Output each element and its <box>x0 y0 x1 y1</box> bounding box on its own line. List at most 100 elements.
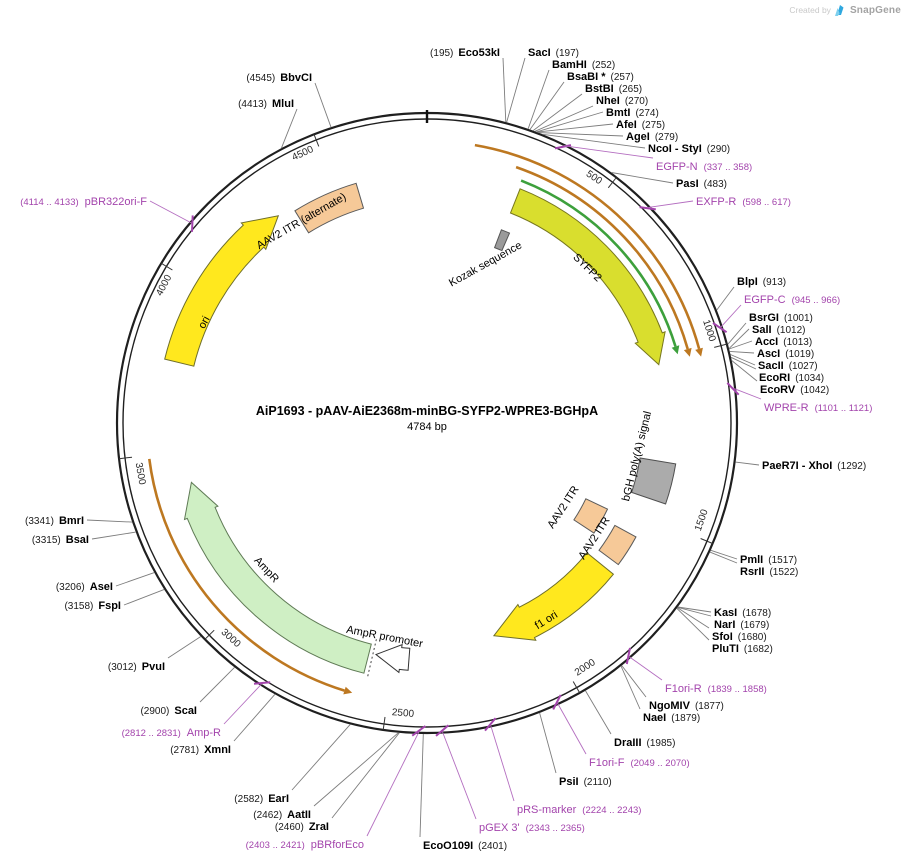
site-leader-xmni <box>233 694 276 742</box>
site-label-pasi: PasI (483) <box>676 178 727 190</box>
site-leader-blpi <box>716 286 735 311</box>
site-leader-sfoi <box>677 607 710 629</box>
primer-mark-exfp-r <box>639 206 656 211</box>
primer-label-f1ori-f: F1ori-F (2049 .. 2070) <box>589 757 690 769</box>
site-leader-bamhi <box>527 69 550 130</box>
primer-mark-amp-r <box>253 681 271 685</box>
site-leader-scai <box>199 666 235 703</box>
site-leader-bmri <box>86 519 133 523</box>
site-leader-bbvci <box>314 82 332 128</box>
feature-ampr-arc <box>148 458 345 692</box>
feature-ori <box>164 215 280 367</box>
site-label-naei: NaeI (1879) <box>643 712 700 724</box>
site-label-ecoo109i: EcoO109I (2401) <box>423 840 507 852</box>
site-label-scai: (2900) ScaI <box>140 705 197 717</box>
feature-label-ori: ori <box>196 314 212 330</box>
site-label-sfoi: SfoI (1680) <box>712 631 767 643</box>
site-leader-psii <box>539 712 557 774</box>
primer-mark-prs-marker <box>484 717 497 732</box>
site-label-ecorv: EcoRV (1042) <box>760 384 829 396</box>
feature-kozak <box>493 229 511 252</box>
feature-cds-arc-arrowhead <box>671 345 680 355</box>
tick-mark-3500 <box>119 456 133 460</box>
feature-label-kozak: Kozak sequence <box>447 239 524 289</box>
site-label-asei: (3206) AseI <box>56 581 113 593</box>
site-leader-bsrgi <box>727 322 747 345</box>
site-leader-ecori <box>730 356 757 370</box>
tick-mark-3000 <box>204 629 215 640</box>
plasmid-length: 4784 bp <box>407 421 447 433</box>
site-leader-ecorv <box>731 360 758 382</box>
tick-label-4500: 4500 <box>290 144 315 164</box>
site-label-afei: AfeI (275) <box>616 119 665 131</box>
tick-mark-4000 <box>161 262 173 271</box>
primer-leader-amp-r <box>223 683 262 725</box>
primer-leader-pgex-3 <box>441 731 477 820</box>
site-label-acci: AccI (1013) <box>755 336 812 348</box>
site-leader-asei <box>115 572 155 587</box>
site-leader-afei <box>536 123 614 133</box>
site-label-pvui: (3012) PvuI <box>108 661 165 673</box>
site-label-agei: AgeI (279) <box>626 131 678 143</box>
feature-ampr-promoter <box>374 643 411 674</box>
tick-mark-500 <box>607 177 617 189</box>
primer-mark-egfp-c <box>712 322 728 334</box>
site-leader-asci <box>729 350 755 354</box>
site-label-eco53ki: (195) Eco53kI <box>430 47 500 59</box>
feature-aav2-itr-2 <box>598 524 637 566</box>
primer-label-prs-marker: pRS-marker (2224 .. 2243) <box>517 804 641 816</box>
feature-bgh-polya <box>630 457 677 505</box>
feature-ampr <box>183 481 372 674</box>
site-label-bsai: (3315) BsaI <box>32 534 89 546</box>
site-leader-bsai <box>91 531 136 540</box>
primer-leader-egfp-n <box>563 145 654 159</box>
primer-leader-pbr322ori-f <box>149 200 192 224</box>
site-label-nhei: NheI (270) <box>596 95 648 107</box>
site-leader-aatii <box>313 732 399 807</box>
site-label-eari: (2582) EarI <box>234 793 289 805</box>
watermark-prefix: Created by <box>789 5 831 15</box>
site-leader-naei <box>620 665 641 710</box>
site-label-blpi: BlpI (913) <box>737 276 786 288</box>
site-label-saci: SacI (197) <box>528 47 579 59</box>
site-label-bbvci: (4545) BbvCI <box>246 72 312 84</box>
site-label-asci: AscI (1019) <box>757 348 814 360</box>
site-leader-bstbi <box>532 93 583 131</box>
primer-mark-egfp-n <box>554 144 572 150</box>
site-leader-sali <box>728 328 750 349</box>
primer-label-pgex-3: pGEX 3' (2343 .. 2365) <box>479 822 585 834</box>
site-label-bmri: (3341) BmrI <box>25 515 84 527</box>
feature-cassette-arc-inner <box>515 165 689 350</box>
site-label-sali: SalI (1012) <box>752 324 805 336</box>
site-leader-ncoi-styi <box>542 133 646 149</box>
primer-leader-f1ori-f <box>557 702 587 755</box>
site-label-bamhi: BamHI (252) <box>552 59 615 71</box>
primer-label-egfp-n: EGFP-N (337 .. 358) <box>656 161 752 173</box>
primer-mark-pbr322ori-f <box>191 215 194 232</box>
primer-leader-f1ori-r <box>628 656 663 681</box>
tick-mark-1000 <box>714 343 727 348</box>
site-label-mlui: (4413) MluI <box>238 98 294 110</box>
site-label-ncoi-styi: NcoI - StyI (290) <box>648 143 730 155</box>
primer-leader-exfp-r <box>648 200 694 208</box>
feature-aav2-itr-1 <box>573 498 609 534</box>
site-leader-eari <box>291 724 351 791</box>
site-leader-nari <box>677 606 712 617</box>
site-leader-nhei <box>534 105 594 132</box>
site-label-sacii: SacII (1027) <box>758 360 818 372</box>
snapgene-logo-icon <box>834 5 844 16</box>
site-label-ecori: EcoRI (1034) <box>759 372 824 384</box>
primer-leader-pbrforeco <box>366 731 420 837</box>
tick-mark-2500 <box>382 716 386 730</box>
site-leader-acci <box>728 340 753 350</box>
tick-label-4000: 4000 <box>154 273 174 298</box>
feature-cds-arc <box>520 179 677 347</box>
site-label-paer7i-xhoi: PaeR7I - XhoI (1292) <box>762 460 866 472</box>
tick-label-500: 500 <box>584 169 604 188</box>
site-leader-ngomiv <box>621 665 647 698</box>
site-label-psii: PsiI (2110) <box>559 776 612 788</box>
site-label-xmni: (2781) XmnI <box>170 744 231 756</box>
primer-label-pbr322ori-f: (4114 .. 4133) pBR322ori-F <box>20 196 147 208</box>
